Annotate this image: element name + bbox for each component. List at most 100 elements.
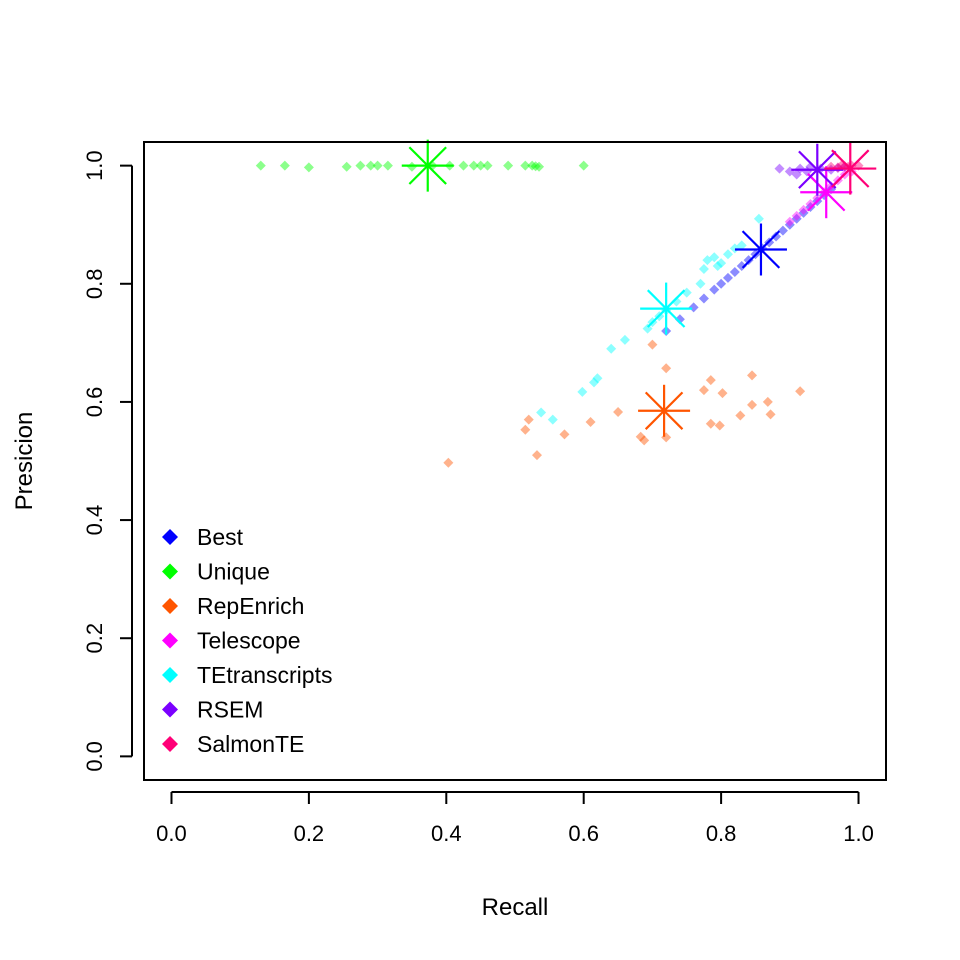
y-tick-label: 0.8: [82, 268, 107, 299]
legend-label: SalmonTE: [197, 731, 304, 757]
x-tick-label: 0.0: [156, 821, 187, 846]
data-point: [577, 386, 588, 397]
legend-label: Unique: [197, 559, 270, 585]
data-point: [482, 160, 493, 171]
x-tick-label: 0.8: [706, 821, 737, 846]
data-point: [712, 261, 723, 272]
data-point: [705, 375, 716, 386]
data-point: [503, 160, 514, 171]
data-point: [771, 231, 782, 242]
data-point: [736, 261, 747, 272]
data-point: [475, 160, 486, 171]
summary-star-marker: [401, 139, 454, 192]
summary-star-marker: [638, 384, 691, 437]
data-point: [255, 160, 266, 171]
x-tick-label: 1.0: [843, 821, 874, 846]
y-tick-label: 0.0: [82, 741, 107, 772]
data-point: [798, 207, 809, 218]
x-axis-title: Recall: [482, 894, 549, 921]
data-point: [791, 210, 802, 221]
data-point: [722, 272, 733, 283]
data-point: [795, 163, 806, 174]
legend-marker: [162, 563, 178, 580]
data-point: [671, 296, 682, 307]
data-point: [372, 160, 383, 171]
data-point: [716, 278, 727, 289]
data-point: [716, 258, 727, 269]
data-point: [709, 284, 720, 295]
summary-star-marker: [734, 223, 787, 276]
data-point: [619, 334, 630, 345]
summary-star-marker: [640, 282, 693, 335]
legend-item: Telescope: [162, 628, 301, 654]
data-point: [534, 161, 545, 172]
data-point: [647, 339, 658, 350]
data-point: [795, 386, 806, 397]
data-point: [458, 160, 469, 171]
legend-item: TEtranscripts: [162, 662, 332, 688]
data-point: [527, 160, 538, 171]
data-point: [729, 243, 740, 254]
y-tick-label: 0.6: [82, 387, 107, 418]
data-point: [812, 193, 823, 204]
data-point: [714, 420, 725, 431]
data-point: [589, 377, 600, 388]
data-point: [639, 435, 650, 446]
data-point: [747, 370, 758, 381]
x-tick-label: 0.2: [294, 821, 325, 846]
data-point: [355, 160, 366, 171]
data-point: [613, 406, 624, 417]
legend: Best Unique RepEnrich Telescope TEtranscript…: [162, 524, 332, 757]
legend-label: Telescope: [197, 628, 301, 654]
data-point: [735, 410, 746, 421]
x-tick-label: 0.4: [431, 821, 462, 846]
legend-marker: [162, 529, 178, 545]
legend-marker: [162, 701, 178, 718]
data-point: [443, 457, 454, 468]
legend-marker: [162, 632, 178, 649]
data-point: [729, 266, 740, 277]
data-point: [774, 163, 785, 174]
data-point: [698, 385, 709, 396]
y-axis: 0.0 0.2 0.4 0.6 0.8 1.0: [82, 150, 133, 772]
data-point: [717, 388, 728, 399]
data-point: [382, 160, 393, 171]
legend-label: Best: [197, 524, 244, 550]
data-point: [365, 160, 376, 171]
summary-layer: [401, 139, 877, 437]
data-point: [702, 255, 713, 266]
data-point: [784, 219, 795, 230]
data-point: [765, 409, 776, 420]
y-tick-label: 0.2: [82, 623, 107, 654]
summary-star-marker: [824, 142, 877, 195]
data-point: [784, 216, 795, 227]
data-point: [661, 363, 672, 374]
data-point: [635, 431, 646, 442]
data-point: [695, 278, 706, 289]
data-point: [468, 160, 479, 171]
data-point: [743, 255, 754, 266]
data-point: [747, 399, 758, 410]
data-point: [406, 161, 417, 172]
data-point: [688, 302, 699, 313]
y-tick-label: 0.4: [82, 505, 107, 536]
data-point: [791, 169, 802, 180]
data-point: [698, 293, 709, 304]
data-point: [520, 160, 531, 171]
data-point: [578, 160, 589, 171]
x-axis: 0.0 0.2 0.4 0.6 0.8 1.0: [156, 791, 874, 846]
data-point: [777, 225, 788, 236]
data-point: [531, 450, 542, 461]
legend-label: RSEM: [197, 697, 263, 723]
legend-item: RSEM: [162, 697, 263, 723]
data-point: [559, 429, 570, 440]
data-point: [722, 249, 733, 260]
data-point: [791, 213, 802, 224]
legend-marker: [162, 667, 178, 683]
y-tick-label: 1.0: [82, 150, 107, 181]
legend-marker: [162, 598, 178, 614]
data-point: [279, 160, 290, 171]
legend-marker: [162, 736, 178, 752]
data-point: [705, 418, 716, 429]
